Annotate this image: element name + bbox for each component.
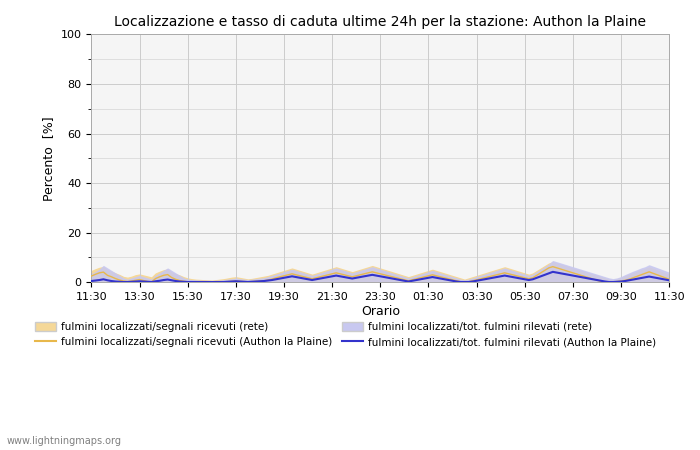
Title: Localizzazione e tasso di caduta ultime 24h per la stazione: Authon la Plaine: Localizzazione e tasso di caduta ultime … [114,15,646,29]
Legend: fulmini localizzati/segnali ricevuti (rete), fulmini localizzati/segnali ricevut: fulmini localizzati/segnali ricevuti (re… [31,317,661,351]
Y-axis label: Percento  [%]: Percento [%] [42,116,55,201]
X-axis label: Orario: Orario [360,305,400,318]
Text: www.lightningmaps.org: www.lightningmaps.org [7,436,122,446]
